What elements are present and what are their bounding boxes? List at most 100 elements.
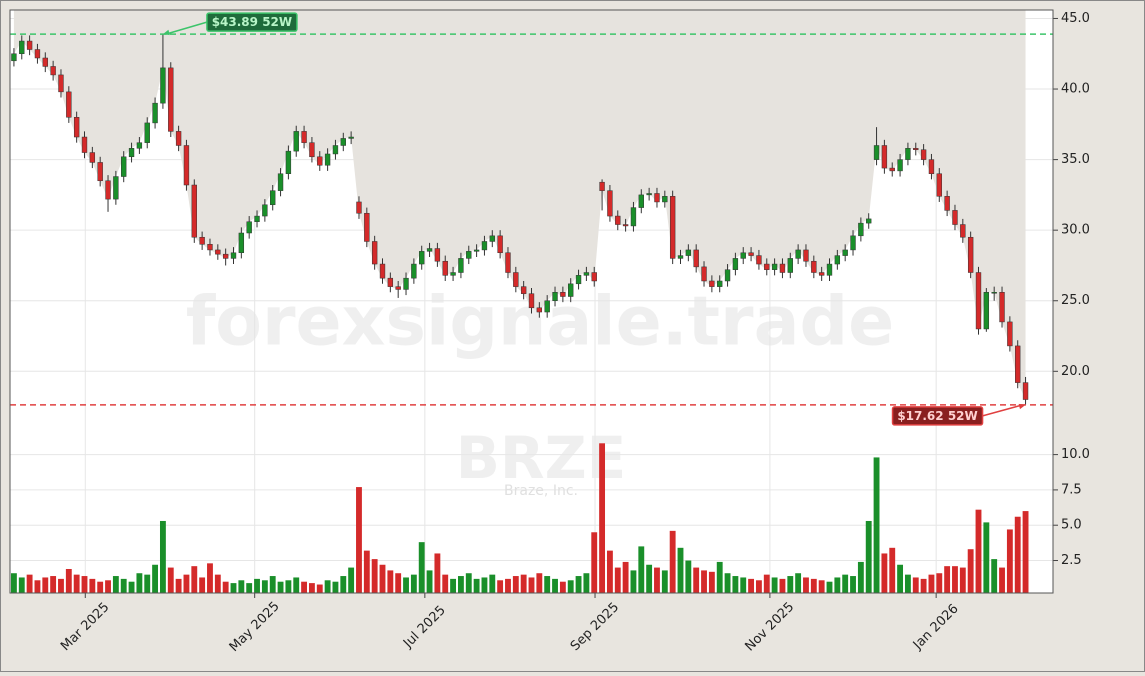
candle-body bbox=[277, 173, 284, 191]
volume-bar bbox=[567, 580, 574, 593]
volume-bar bbox=[363, 550, 370, 593]
volume-bar bbox=[465, 573, 472, 593]
y-tick-label: 25.0 bbox=[1061, 293, 1090, 308]
candle-body bbox=[568, 283, 574, 297]
high_52w-arrowhead bbox=[162, 29, 170, 36]
high_52w-label: $43.89 52W bbox=[212, 15, 292, 29]
volume-bar bbox=[222, 581, 229, 593]
candle-body bbox=[967, 236, 974, 273]
volume-bar bbox=[50, 576, 57, 593]
candle-body bbox=[591, 272, 597, 282]
candle-body bbox=[787, 258, 793, 273]
candle-body bbox=[403, 277, 409, 290]
volume-bar bbox=[403, 577, 409, 593]
volume-bar bbox=[269, 576, 276, 593]
volume-bar bbox=[285, 580, 292, 593]
candle-body bbox=[301, 131, 307, 143]
volume-bar bbox=[128, 581, 135, 593]
volume-bar bbox=[622, 561, 629, 593]
volume-bar bbox=[991, 559, 998, 593]
volume-bar bbox=[818, 580, 825, 593]
volume-bar bbox=[26, 574, 33, 593]
candle-body bbox=[481, 241, 488, 251]
low_52w-arrowhead bbox=[1018, 403, 1026, 410]
volume-bar bbox=[912, 577, 919, 593]
candle-body bbox=[944, 196, 950, 211]
volume-bar bbox=[552, 578, 558, 593]
volume-bar bbox=[826, 581, 833, 593]
candle-body bbox=[230, 252, 237, 259]
candle-body bbox=[999, 292, 1005, 323]
volume-bar bbox=[175, 578, 182, 593]
candle-body bbox=[599, 181, 605, 191]
candle-body bbox=[81, 136, 88, 153]
candle-body bbox=[97, 162, 103, 182]
candle-body bbox=[379, 263, 386, 279]
volume-bar bbox=[646, 564, 653, 593]
volume-bar bbox=[293, 577, 300, 593]
close-area bbox=[13, 10, 1026, 400]
candle-body bbox=[254, 215, 260, 222]
volume-bar bbox=[379, 564, 386, 593]
low_52w-arrow bbox=[982, 404, 1023, 417]
candle-body bbox=[183, 145, 190, 186]
annotations: $43.89 52W $17.62 52W bbox=[10, 12, 1053, 426]
candle-body bbox=[317, 156, 323, 166]
volume-bar bbox=[850, 576, 856, 593]
candle-body bbox=[701, 266, 707, 282]
candle-body bbox=[175, 131, 182, 146]
volume-tick-label: 7.5 bbox=[1061, 482, 1082, 497]
candle-body bbox=[364, 212, 370, 242]
low_52w-label: $17.62 52W bbox=[897, 409, 977, 423]
candle-body bbox=[466, 251, 472, 259]
candle-body bbox=[669, 196, 676, 259]
volume-bar bbox=[246, 583, 253, 593]
candle-body bbox=[1015, 345, 1021, 383]
candle-body bbox=[709, 280, 715, 287]
volume-bar bbox=[685, 560, 692, 593]
candle-body bbox=[552, 292, 558, 301]
volume-bar bbox=[873, 457, 880, 593]
candle-body bbox=[842, 249, 848, 256]
volume-bar bbox=[159, 520, 166, 593]
volume-bar bbox=[254, 578, 260, 593]
candle-body bbox=[285, 150, 292, 174]
candle-body bbox=[646, 193, 652, 196]
candle-body bbox=[630, 207, 637, 227]
candle-body bbox=[928, 159, 935, 174]
volume-bar bbox=[457, 576, 464, 593]
volume-bar bbox=[152, 564, 159, 593]
candle-body bbox=[834, 255, 841, 265]
candle-body bbox=[920, 149, 927, 160]
candle-body bbox=[356, 201, 362, 214]
volume-bar bbox=[1014, 516, 1021, 593]
volume-bar bbox=[356, 487, 362, 593]
volume-bar bbox=[89, 578, 96, 593]
watermark: forexsignale.trade bbox=[186, 283, 895, 362]
volume-bar bbox=[324, 580, 331, 593]
candle-body bbox=[983, 292, 990, 330]
candle-body bbox=[693, 249, 699, 268]
candle-body bbox=[960, 224, 966, 238]
candle-body bbox=[191, 184, 197, 238]
volume-bar bbox=[559, 581, 566, 593]
candle-body bbox=[58, 74, 64, 93]
volume-bar bbox=[81, 576, 88, 593]
candle-body bbox=[262, 204, 268, 217]
volume-bar bbox=[591, 532, 598, 593]
candle-body bbox=[622, 224, 629, 227]
candle-body bbox=[450, 272, 456, 276]
area-layer bbox=[13, 10, 1026, 400]
volume-bar bbox=[897, 564, 904, 593]
volume-bar bbox=[120, 578, 127, 593]
volume-bar bbox=[426, 570, 433, 593]
volume-bar bbox=[144, 574, 151, 593]
volume-bar bbox=[795, 573, 802, 593]
volume-bar bbox=[787, 576, 794, 593]
volume-bar bbox=[65, 568, 72, 593]
volume-bar bbox=[999, 567, 1005, 593]
candle-body bbox=[215, 249, 221, 255]
volume-bar bbox=[614, 567, 621, 593]
volume-tick-label: 10.0 bbox=[1061, 447, 1090, 462]
volume-bar bbox=[669, 530, 676, 593]
